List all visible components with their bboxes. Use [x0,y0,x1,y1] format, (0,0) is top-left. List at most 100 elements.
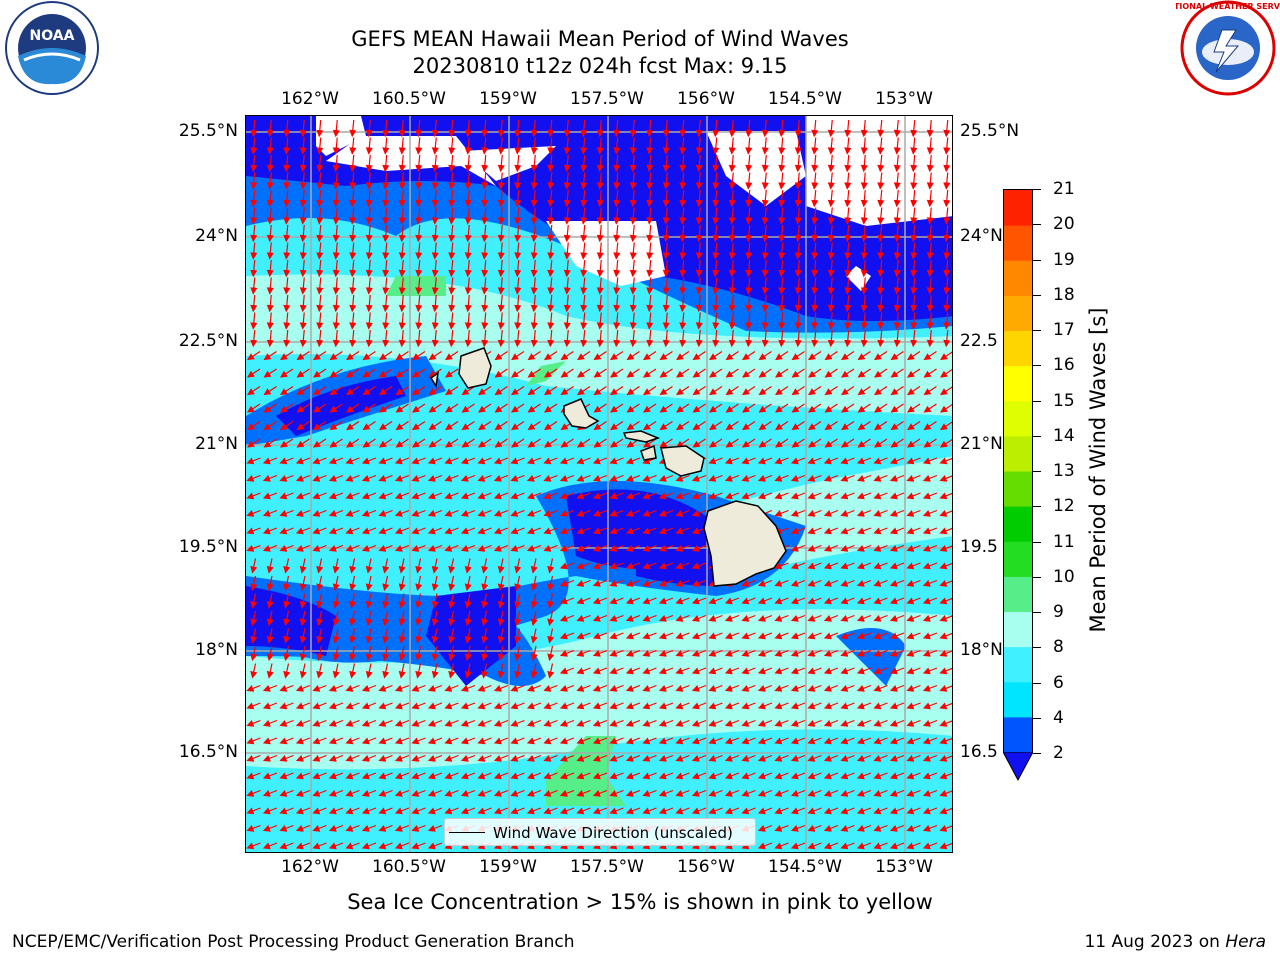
wind-wave-arrow [629,259,637,278]
wind-wave-arrow [415,137,423,155]
wind-wave-arrow [299,137,307,155]
wind-wave-arrow [844,277,852,295]
wind-wave-arrow [316,277,324,295]
wind-wave-arrow [412,368,426,378]
wind-wave-arrow [877,189,885,208]
wind-wave-arrow [659,351,673,361]
field-deep-blue-kauai [276,376,406,436]
wind-wave-arrow [296,403,310,413]
wind-wave-arrow [613,242,621,260]
wind-wave-arrow [580,119,588,138]
wind-wave-arrow [877,312,885,330]
map-legend: Wind Wave Direction (unscaled) [444,818,756,846]
wind-wave-arrow [709,386,723,396]
wind-wave-arrow [860,207,868,225]
wind-wave-arrow [431,154,439,173]
wind-wave-arrow [266,172,274,190]
wind-wave-arrow [563,189,571,208]
wind-wave-arrow [778,207,786,225]
wind-wave-arrow [811,259,819,278]
wind-wave-arrow [497,119,505,138]
wind-wave-arrow [514,207,522,225]
wind-wave-arrow [778,312,786,330]
wind-wave-arrow [464,312,472,330]
wind-wave-arrow [349,329,357,348]
wind-wave-arrow [431,224,439,243]
wind-wave-arrow [332,259,340,278]
wind-wave-arrow [646,294,654,313]
wind-wave-arrow [794,224,802,243]
wind-wave-arrow [382,242,390,260]
wind-wave-arrow [250,259,258,278]
wind-wave-arrow [283,119,291,138]
wind-wave-arrow [514,312,522,330]
colorbar-under-triangle [1003,752,1033,782]
wind-wave-arrow [877,294,885,313]
wind-wave-arrow [514,189,522,208]
wind-wave-arrow [910,207,918,225]
wind-wave-arrow [643,386,657,396]
wind-wave-arrow [349,119,357,138]
wind-wave-arrow [464,119,472,138]
wind-wave-arrow [844,329,852,348]
wind-wave-arrow [692,351,706,361]
wind-wave-arrow [626,403,640,413]
colorbar-swatch [1004,646,1032,683]
wind-wave-arrow [761,154,769,173]
colorbar-tick-label: 9 [1053,602,1064,622]
colorbar-tick-label: 12 [1053,496,1075,517]
lon-tick-bottom: 160.5°W [372,857,446,877]
colorbar-tick-label: 6 [1053,672,1064,693]
wind-wave-arrow [926,312,934,330]
wind-wave-arrow [695,294,703,313]
wind-wave-arrow [695,154,703,173]
wind-wave-arrow [560,351,574,361]
wind-wave-arrow [497,172,505,190]
wind-wave-arrow [365,207,373,225]
wind-wave-arrow [497,294,505,313]
wind-wave-arrow [877,119,885,138]
colorbar-swatch [1004,400,1032,437]
wind-wave-arrow [530,294,538,313]
wind-wave-arrow [679,207,687,225]
lon-tick-top: 157.5°W [570,89,644,109]
colorbar-tick-mark [1033,330,1041,331]
wind-wave-arrow [907,386,921,396]
wind-wave-arrow [662,119,670,138]
wind-wave-arrow [514,294,522,313]
wind-wave-arrow [629,154,637,173]
wind-wave-arrow [280,403,294,413]
wind-wave-arrow [827,277,835,295]
wind-wave-arrow [382,259,390,278]
wind-wave-arrow [382,294,390,313]
wind-wave-arrow [530,312,538,330]
wind-wave-arrow [250,224,258,243]
wind-wave-arrow [511,368,525,378]
wind-wave-arrow [580,294,588,313]
wind-wave-arrow [827,294,835,313]
colorbar-tick-label: 20 [1053,214,1075,235]
wind-wave-arrow [742,368,756,378]
wind-wave-arrow [448,312,456,330]
wind-wave-arrow [382,119,390,138]
wind-wave-arrow [761,172,769,190]
colorbar-tick-label: 8 [1053,637,1064,658]
wind-wave-arrow [926,224,934,243]
wind-wave-arrow [547,259,555,278]
wind-wave-arrow [481,172,489,190]
wind-wave-arrow [758,403,772,413]
wind-wave-arrow [349,224,357,243]
wind-wave-arrow [580,259,588,278]
wind-wave-arrow [679,189,687,208]
wind-wave-arrow [758,351,772,361]
wind-wave-arrow [250,242,258,260]
wind-wave-arrow [349,154,357,173]
wind-wave-arrow [629,312,637,330]
wind-wave-arrow [332,137,340,155]
wind-wave-arrow [613,277,621,295]
wind-wave-arrow [662,329,670,348]
wind-wave-arrow [626,368,640,378]
wind-wave-arrow [514,154,522,173]
wind-wave-arrow [910,329,918,348]
wind-wave-arrow [844,207,852,225]
